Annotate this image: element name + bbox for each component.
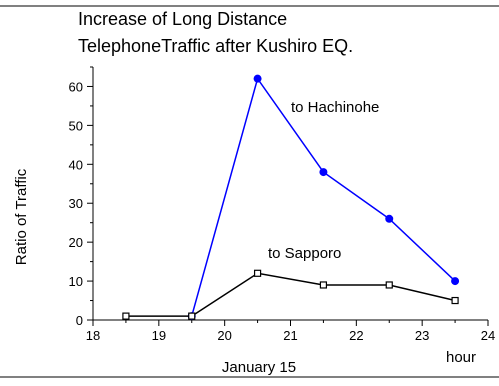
y-tick-label: 20 [69, 235, 83, 250]
y-tick-label: 40 [69, 157, 83, 172]
plot-axes: 18 19 20 21 22 23 24 0 10 20 30 40 50 60 [69, 66, 495, 343]
data-point-to-sapporo [319, 281, 328, 289]
x-tick-label: 23 [415, 328, 429, 343]
data-point-to-hachinohe [451, 277, 460, 286]
y-tick-label: 30 [69, 196, 83, 211]
data-point-to-sapporo [122, 312, 130, 320]
x-tick-label: 24 [481, 328, 495, 343]
chart-title-line-2: TelephoneTraffic after Kushiro EQ. [78, 36, 353, 56]
y-tick-label: 10 [69, 274, 83, 289]
data-point-to-sapporo [188, 312, 196, 320]
data-point-to-sapporo [385, 281, 393, 289]
x-axis-unit-label: hour [446, 349, 476, 366]
data-point-to-sapporo [451, 296, 459, 305]
series-line-to-sapporo [125, 272, 456, 317]
y-axis-label: Ratio of Traffic [13, 168, 30, 265]
data-point-to-hachinohe [253, 74, 262, 83]
series-annotation-sapporo: to Sapporo [268, 245, 341, 262]
y-tick-label: 50 [69, 118, 83, 133]
data-point-to-hachinohe [319, 168, 328, 177]
x-tick-label: 20 [217, 328, 231, 343]
x-tick-label: 19 [152, 328, 166, 343]
data-point-to-hachinohe [385, 214, 394, 223]
series-annotation-hachinohe: to Hachinohe [291, 99, 379, 116]
series-group [122, 74, 460, 321]
chart-title-line-1: Increase of Long Distance [78, 9, 287, 29]
x-tick-label: 18 [86, 328, 100, 343]
y-tick-label: 0 [76, 313, 83, 328]
x-tick-label: 22 [349, 328, 363, 343]
data-point-to-sapporo [253, 269, 262, 277]
x-tick-label: 21 [283, 328, 297, 343]
x-axis-label: January 15 [222, 359, 296, 376]
y-tick-label: 60 [69, 79, 83, 94]
